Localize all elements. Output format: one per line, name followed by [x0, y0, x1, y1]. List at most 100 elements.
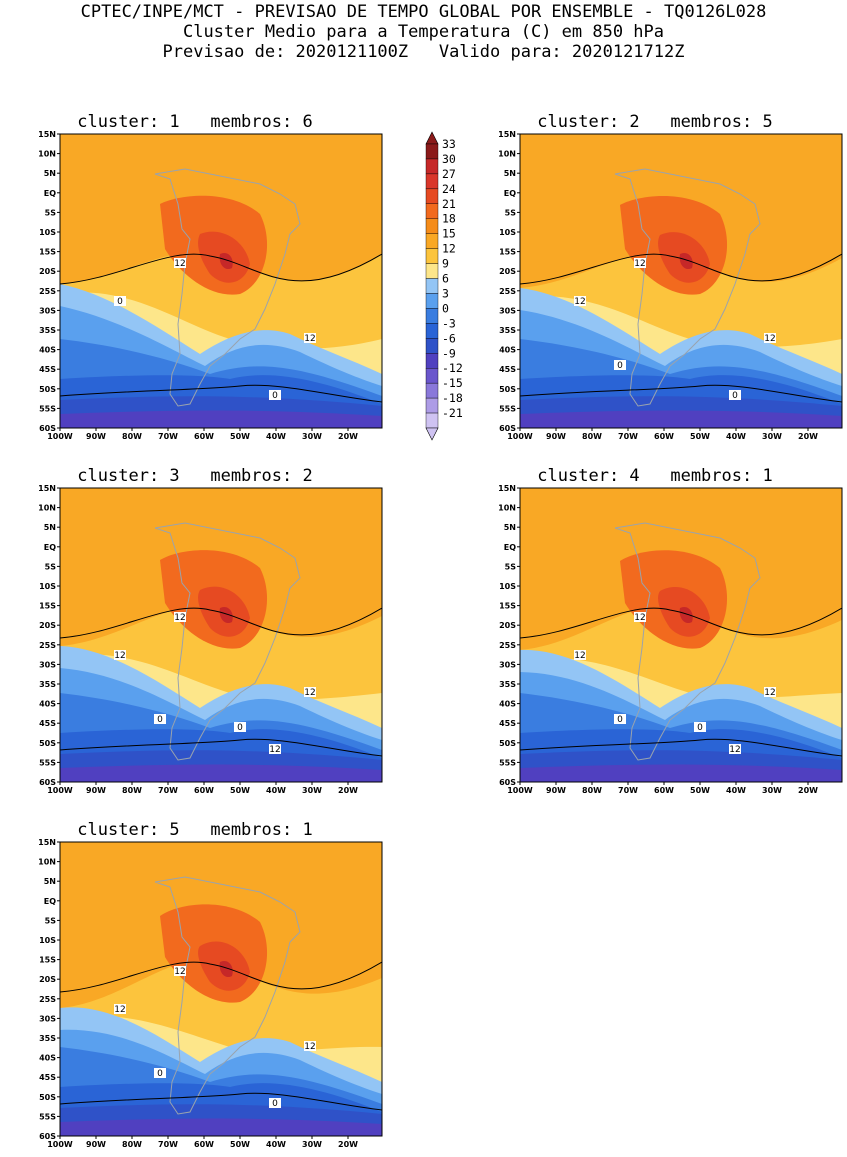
temperature-band [60, 1118, 382, 1136]
contour-label-bg [174, 966, 186, 976]
lon-label: 60W [654, 786, 674, 795]
lon-label: 50W [230, 1140, 250, 1149]
colorbar-label: 21 [442, 197, 456, 211]
lon-label: 100W [47, 1140, 73, 1149]
lon-label: 20W [798, 786, 818, 795]
contour-line [60, 384, 382, 403]
lat-label: 60S [39, 1132, 56, 1141]
lat-label: 25S [39, 995, 56, 1004]
colorbar-arrow-top [425, 131, 439, 145]
lat-label: 60S [39, 778, 56, 787]
colorbar-label: 12 [442, 242, 456, 256]
contour-line [520, 607, 842, 639]
contour-label: 0 [157, 715, 163, 725]
contour-label: 12 [269, 745, 280, 755]
contour-label: 12 [764, 334, 775, 344]
contour-label-bg [269, 744, 281, 754]
colorbar-swatch [425, 143, 439, 160]
lat-label: 15N [38, 130, 56, 139]
map-panel-2: cluster: 2 membros: 5 12 12 12 0 0 15N 10N 5N EQ… [490, 112, 843, 442]
contour-label: 0 [157, 1069, 163, 1079]
lat-label: 45S [39, 1073, 56, 1082]
lat-label: 5S [505, 208, 517, 217]
lon-label: 70W [158, 432, 178, 441]
lat-label: 60S [39, 424, 56, 433]
lon-label: 70W [158, 1140, 178, 1149]
contour-line [60, 253, 382, 285]
colorbar-swatch [425, 353, 439, 369]
lat-label: 5N [504, 523, 516, 532]
lon-label: 20W [338, 432, 358, 441]
colorbar-swatch [425, 248, 439, 264]
lon-label: 30W [302, 786, 322, 795]
lat-label: 15N [498, 130, 516, 139]
colorbar-label: 24 [442, 182, 456, 196]
lon-label: 40W [726, 786, 746, 795]
lat-label: 40S [39, 700, 56, 709]
lat-label: 5S [45, 208, 57, 217]
colorbar-swatch [425, 323, 439, 339]
lat-label: EQ [44, 543, 56, 552]
contour-label: 12 [174, 259, 185, 269]
lat-label: 45S [499, 365, 516, 374]
contour-label: 0 [617, 715, 623, 725]
lon-label: 60W [194, 432, 214, 441]
lat-label: 20S [39, 975, 56, 984]
lat-label: 30S [499, 660, 516, 669]
lat-label: 40S [499, 346, 516, 355]
contour-label-bg [154, 714, 166, 724]
temperature-band [60, 764, 382, 782]
colorbar-label: 27 [442, 167, 456, 181]
lat-label: 15S [39, 248, 56, 257]
lon-label: 90W [86, 432, 106, 441]
lat-label: 35S [39, 680, 56, 689]
temperature-band [520, 410, 842, 428]
lat-label: 10S [39, 936, 56, 945]
lat-label: 40S [499, 700, 516, 709]
colorbar-swatch [425, 188, 439, 204]
colorbar-swatch [425, 338, 439, 354]
colorbar-arrow-bottom [425, 427, 439, 441]
plot-frame [59, 133, 383, 429]
contour-label: 12 [174, 967, 185, 977]
contour-line [520, 738, 842, 757]
contour-label-bg [764, 687, 776, 697]
lat-label: 10N [38, 858, 56, 867]
contour-label-bg [729, 390, 741, 400]
panel-title: cluster: 1 membros: 6 [77, 112, 313, 132]
map-panel-4: cluster: 4 membros: 1 12 12 12 12 0 0 15N 10N 5N… [490, 466, 843, 796]
temperature-band [60, 410, 382, 428]
lat-label: 15S [39, 602, 56, 611]
colorbar-label: 33 [442, 137, 456, 151]
contour-label-bg [269, 1098, 281, 1108]
map-panel-1: cluster: 1 membros: 6 12 12 0 0 15N 10N 5N EQ 5S… [30, 112, 383, 442]
temperature-band [679, 252, 693, 270]
header-line-3: Previsao de: 2020121100Z Valido para: 20… [162, 42, 685, 62]
lat-label: 35S [39, 326, 56, 335]
contour-label-bg [234, 722, 246, 732]
lat-label: 20S [39, 267, 56, 276]
lon-label: 80W [122, 432, 142, 441]
colorbar-label: 3 [442, 286, 449, 300]
lat-label: 50S [39, 739, 56, 748]
lat-label: 25S [39, 287, 56, 296]
contour-label: 12 [304, 1042, 315, 1052]
contour-label: 12 [729, 745, 740, 755]
lat-label: 55S [39, 758, 56, 767]
contour-label-bg [729, 744, 741, 754]
colorbar-swatch [425, 218, 439, 234]
contour-label: 12 [574, 297, 585, 307]
contour-label: 12 [114, 651, 125, 661]
lat-label: 30S [39, 306, 56, 315]
contour-label-bg [174, 612, 186, 622]
lat-label: 10S [39, 228, 56, 237]
lon-label: 30W [762, 786, 782, 795]
lat-label: 10N [498, 504, 516, 513]
temperature-band [219, 252, 233, 270]
contour-label-bg [114, 296, 126, 306]
lat-label: 5N [504, 169, 516, 178]
lon-label: 70W [158, 786, 178, 795]
lat-label: EQ [44, 189, 56, 198]
colorbar-label: 18 [442, 212, 456, 226]
lon-label: 80W [122, 1140, 142, 1149]
